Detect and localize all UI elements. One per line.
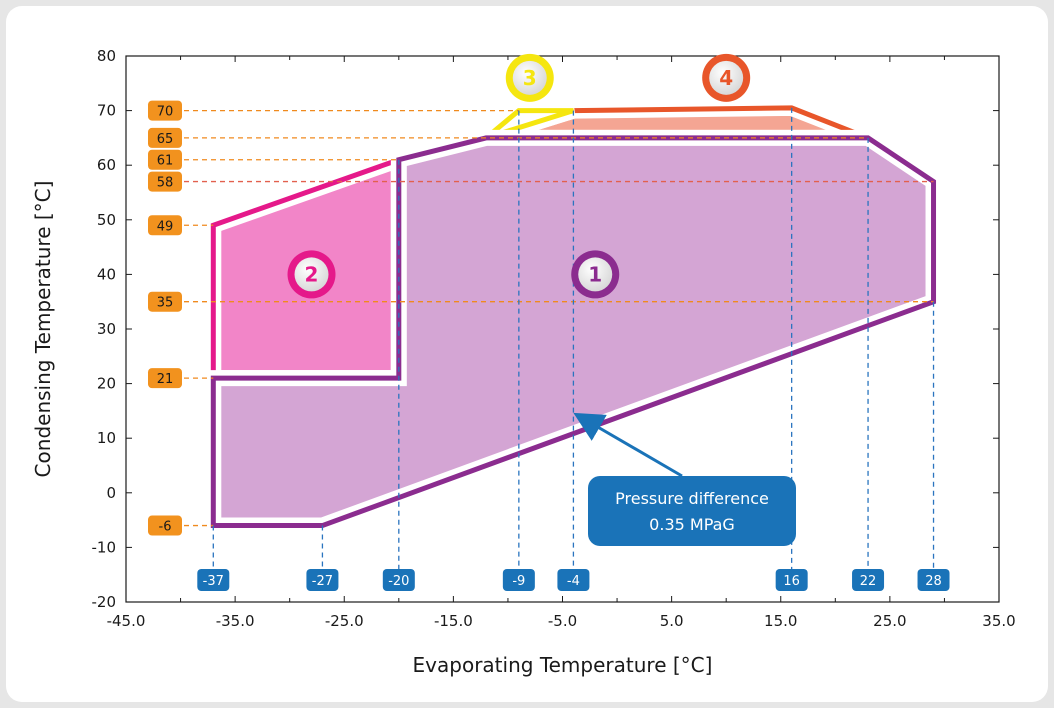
y-tick-label: 70 (97, 102, 116, 120)
y-marker-65: 65 (148, 127, 182, 148)
x-tick-label: 5.0 (660, 612, 684, 630)
x-tick-label: -45.0 (107, 612, 146, 630)
y-tick-label: -20 (92, 593, 117, 611)
region-1-fill (213, 137, 934, 526)
y-tick-label: 30 (97, 320, 116, 338)
x-marker-22: 22 (852, 569, 885, 591)
region-badge-1: 1 (571, 250, 620, 299)
y-marker-box (148, 171, 182, 192)
y-marker-21: 21 (148, 368, 182, 389)
y-marker-box (148, 149, 182, 170)
x-marker-box (306, 569, 339, 591)
x-marker-label: -27 (312, 574, 333, 589)
badge-face (709, 60, 744, 95)
pressure-annotation: Pressure difference 0.35 MPaG (573, 412, 796, 546)
y-marker-70: 70 (148, 100, 182, 121)
y-axis-label: Condensing Temperature [°C] (31, 181, 55, 478)
x-marker-box (197, 569, 230, 591)
badge-number: 1 (588, 262, 602, 286)
x-axis-label: Evaporating Temperature [°C] (413, 653, 713, 677)
y-tick-label: 40 (97, 265, 116, 283)
y-marker-box (148, 368, 182, 389)
badge-number: 2 (305, 262, 319, 286)
badge-face (578, 257, 613, 292)
x-marker-label: 22 (860, 574, 877, 589)
y-marker-label: 65 (157, 132, 174, 147)
y-marker-box (148, 515, 182, 536)
x-marker-box (917, 569, 950, 591)
annotation-line-1: Pressure difference (615, 489, 769, 508)
region-3-outline (484, 108, 575, 141)
y-tick-label: 60 (97, 156, 116, 174)
x-marker--37: -37 (197, 569, 230, 591)
y-marker-label: -6 (159, 520, 172, 535)
x-marker-label: 16 (783, 574, 800, 589)
badge-number: 4 (719, 66, 733, 90)
y-marker-35: 35 (148, 291, 182, 312)
x-marker--9: -9 (502, 569, 535, 591)
x-marker-box (502, 569, 535, 591)
y-tick-label: 10 (97, 429, 116, 447)
region-badges: 1 2 3 4 (287, 53, 751, 299)
x-tick-label: -35.0 (216, 612, 255, 630)
operating-envelope-chart: -45.0 -35.0 -25.0 -15.0 -5.0 5.0 15.0 25.0 35.0 -… (31, 47, 1016, 677)
x-marker--27: -27 (306, 569, 339, 591)
y-marker--6: -6 (148, 515, 182, 536)
x-marker-box (557, 569, 590, 591)
y-marker-label: 21 (157, 372, 174, 387)
x-marker-label: -37 (203, 574, 224, 589)
region-badge-4: 4 (702, 53, 751, 102)
y-marker-label: 61 (157, 154, 174, 169)
x-marker-label: -9 (512, 574, 525, 589)
x-marker-28: 28 (917, 569, 950, 591)
y-tick-label: 0 (106, 484, 116, 502)
x-marker--4: -4 (557, 569, 590, 591)
x-marker-label: -4 (567, 574, 580, 589)
y-tick-label: 50 (97, 211, 116, 229)
x-marker-box (852, 569, 885, 591)
y-marker-box (148, 215, 182, 236)
x-tick-label: 25.0 (873, 612, 906, 630)
y-marker-label: 70 (157, 105, 174, 120)
badge-face (294, 257, 329, 292)
region-badge-3: 3 (505, 53, 554, 102)
region-badge-2: 2 (287, 250, 336, 299)
y-marker-61: 61 (148, 149, 182, 170)
annotation-line-2: 0.35 MPaG (649, 515, 735, 534)
x-marker-16: 16 (775, 569, 808, 591)
x-tick-label: 35.0 (982, 612, 1015, 630)
badge-number: 3 (523, 66, 537, 90)
x-marker-box (775, 569, 808, 591)
y-marker-box (148, 100, 182, 121)
y-marker-label: 49 (157, 219, 174, 234)
region-1-outline (210, 135, 937, 529)
x-marker-box (382, 569, 415, 591)
x-marker-label: -20 (388, 574, 409, 589)
annotation-arrow (573, 412, 683, 478)
y-marker-58: 58 (148, 171, 182, 192)
annotation-box (588, 476, 796, 546)
chart-card: -45.0 -35.0 -25.0 -15.0 -5.0 5.0 15.0 25.0 35.0 -… (6, 6, 1048, 702)
y-marker-label: 58 (157, 176, 174, 191)
x-marker-label: 28 (925, 574, 942, 589)
x-tick-label: 15.0 (764, 612, 797, 630)
y-marker-box (148, 127, 182, 148)
y-marker-box (148, 291, 182, 312)
guide-lines (184, 107, 935, 572)
x-tick-label: -5.0 (548, 612, 577, 630)
y-tick-label: 20 (97, 375, 116, 393)
badge-face (512, 60, 547, 95)
x-marker--20: -20 (382, 569, 415, 591)
x-tick-label: -25.0 (325, 612, 364, 630)
y-tick-label: -10 (92, 538, 117, 556)
axes: -45.0 -35.0 -25.0 -15.0 -5.0 5.0 15.0 25.0 35.0 -… (92, 47, 1016, 630)
y-marker-label: 35 (157, 296, 174, 311)
y-marker-49: 49 (148, 215, 182, 236)
y-tick-label: 80 (97, 47, 116, 65)
x-tick-label: -15.0 (434, 612, 473, 630)
